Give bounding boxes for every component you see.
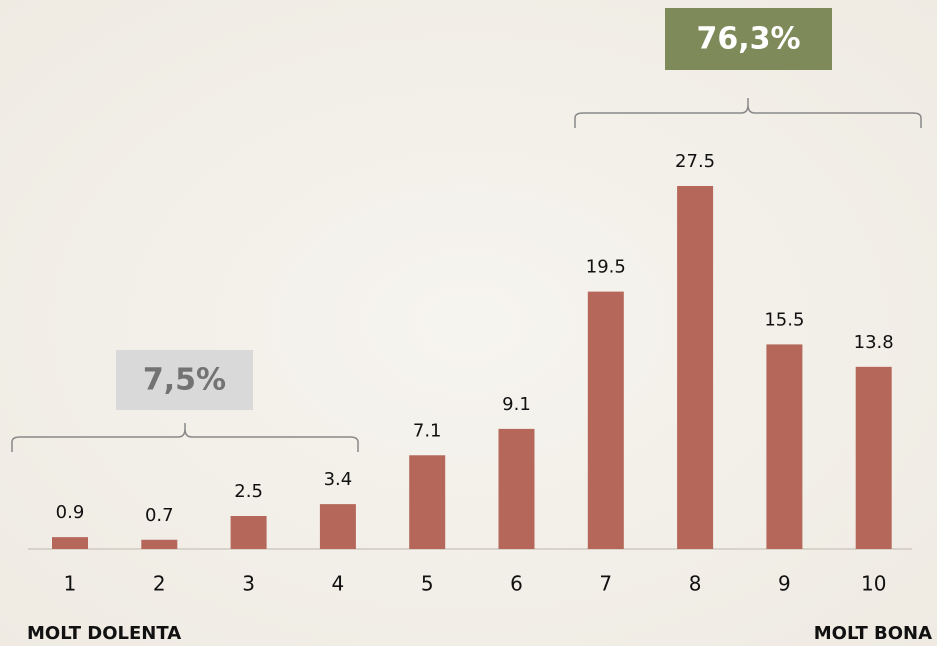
data-label: 0.9 xyxy=(56,502,85,523)
bar xyxy=(677,186,714,549)
data-label: 13.8 xyxy=(854,332,894,353)
annotation-box xyxy=(665,8,832,70)
bar xyxy=(141,539,178,549)
data-label: 7.1 xyxy=(413,420,442,441)
x-tick-label: 4 xyxy=(332,572,345,596)
x-tick-label: 1 xyxy=(64,572,77,596)
bar xyxy=(766,344,803,549)
data-label: 9.1 xyxy=(502,394,531,415)
x-tick-label: 6 xyxy=(510,572,523,596)
bracket xyxy=(11,423,359,452)
data-label: 15.5 xyxy=(764,309,804,330)
bar xyxy=(855,366,892,549)
x-tick-label: 10 xyxy=(861,572,886,596)
bar xyxy=(587,291,624,549)
bar xyxy=(498,428,535,549)
x-tick-label: 3 xyxy=(242,572,255,596)
x-tick-label: 2 xyxy=(153,572,166,596)
annotation: 7,5% xyxy=(143,363,226,398)
x-tick-label: 9 xyxy=(778,572,791,596)
bracket xyxy=(574,98,922,128)
bar xyxy=(52,537,88,549)
axis-end-label: MOLT DOLENTA xyxy=(27,623,181,644)
annotation-box xyxy=(116,350,253,410)
x-tick-label: 8 xyxy=(689,572,702,596)
bar xyxy=(409,455,446,549)
annotation: 76,3% xyxy=(696,22,800,57)
x-tick-label: 7 xyxy=(599,572,612,596)
axis-end-label: MOLT BONA xyxy=(814,623,932,644)
data-label: 27.5 xyxy=(675,151,715,172)
data-label: 0.7 xyxy=(145,505,174,526)
bar xyxy=(230,516,267,549)
data-label: 2.5 xyxy=(234,481,263,502)
bar xyxy=(319,504,356,549)
data-label: 3.4 xyxy=(324,469,353,490)
data-label: 19.5 xyxy=(586,257,626,278)
x-tick-label: 5 xyxy=(421,572,434,596)
